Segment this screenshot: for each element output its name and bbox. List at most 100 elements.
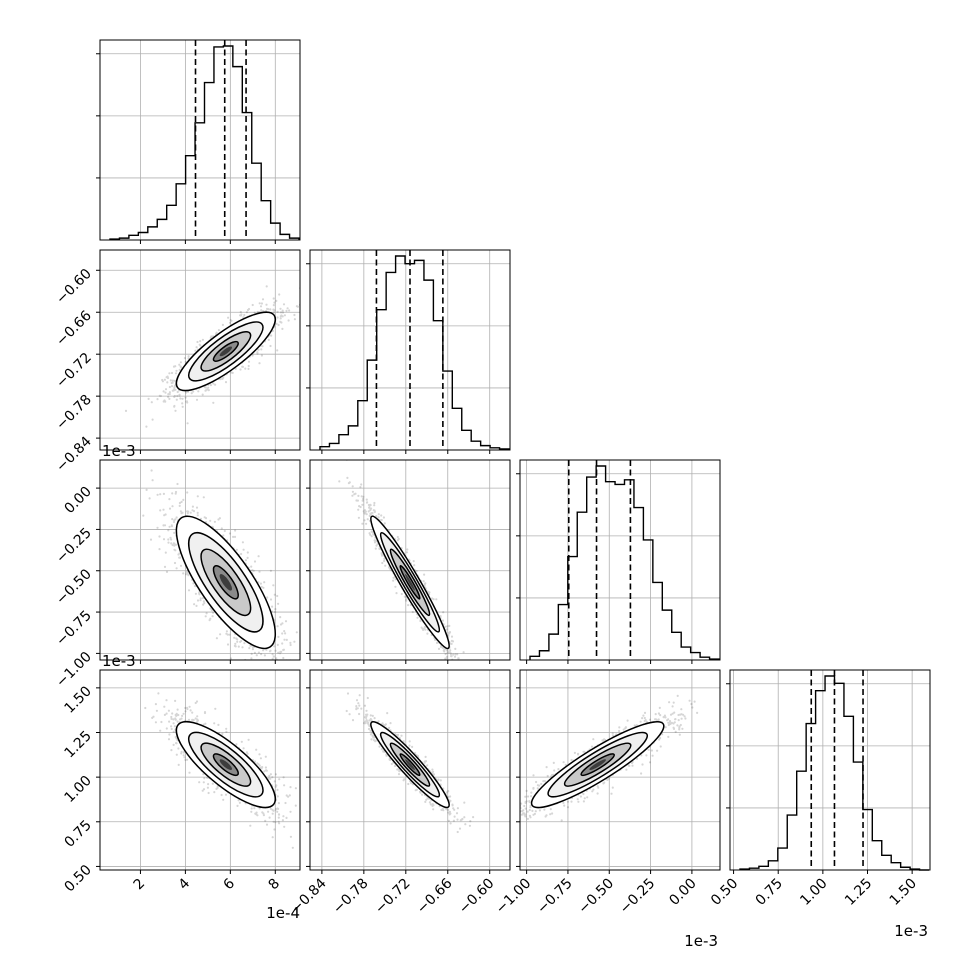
x-tick-label: 0.75 <box>753 876 786 909</box>
contour-line-3 <box>175 721 277 809</box>
contour-line-0 <box>399 565 421 600</box>
histogram-panel-1 <box>306 249 511 454</box>
contour-line-3 <box>370 721 450 809</box>
contour-line-3 <box>175 515 277 650</box>
panel-background <box>100 670 300 870</box>
x-tick-label: −0.25 <box>617 876 659 918</box>
panel-content <box>144 692 298 849</box>
y-tick-label: −0.75 <box>53 608 95 650</box>
panel-frame <box>99 249 301 451</box>
histogram-step <box>319 255 510 450</box>
y-tick-label: −0.50 <box>53 566 95 608</box>
y-tick-label: 1.00 <box>61 773 94 806</box>
scatter-panel-2-3 <box>516 669 721 874</box>
density-fill-4 <box>219 574 233 591</box>
x-tick-label: −0.66 <box>414 875 456 917</box>
panel-frame <box>519 669 721 871</box>
panel-background <box>100 40 300 240</box>
contour-line-3 <box>370 515 450 650</box>
panel-content <box>124 285 300 428</box>
x-tick-label: 0.00 <box>666 876 699 909</box>
panel-content <box>142 469 300 660</box>
contour-line-2 <box>188 731 264 798</box>
contour-line-2 <box>188 321 264 382</box>
y-tick-label: −0.72 <box>53 350 95 392</box>
contour-line-1 <box>389 548 431 617</box>
contour-line-2 <box>379 731 441 798</box>
axis-offset-label: 1e-3 <box>102 442 136 460</box>
density-fill-4 <box>219 346 233 357</box>
scatter-panel-0-1 <box>96 249 301 454</box>
x-tick-label: 4 <box>176 875 194 893</box>
scatter-panel-0-3 <box>96 669 301 874</box>
density-fill-4 <box>219 759 233 771</box>
contour-line-2 <box>188 531 264 633</box>
density-fill-4 <box>405 574 415 591</box>
scatter-panel-1-3 <box>306 669 511 874</box>
y-tick-label: 0.75 <box>61 817 94 850</box>
axis-offset-label: 1e-4 <box>266 904 300 922</box>
x-tick-label: −0.78 <box>330 876 372 918</box>
histogram-panel-0 <box>96 39 301 244</box>
x-tick-label: 1.00 <box>797 876 830 909</box>
scatter-panel-0-2 <box>96 459 301 664</box>
x-tick-label: 1.50 <box>887 876 920 909</box>
contour-line-2 <box>547 731 649 798</box>
panel-frame <box>99 459 301 661</box>
axis-offset-label: 1e-3 <box>894 922 928 940</box>
y-tick-label: 0.50 <box>61 862 94 895</box>
x-tick-label: −0.75 <box>534 876 576 918</box>
x-tick-label: −0.72 <box>372 876 414 918</box>
x-tick-label: 1.25 <box>842 876 875 909</box>
x-tick-label: 2 <box>131 876 149 894</box>
panel-background <box>520 460 720 660</box>
contour-line-3 <box>175 311 277 392</box>
panel-content <box>345 692 475 834</box>
panel-background <box>730 670 930 870</box>
contour-line-0 <box>580 753 615 777</box>
histogram-step <box>529 465 720 660</box>
density-fill-4 <box>405 759 415 771</box>
panel-content <box>520 694 699 822</box>
panel-content <box>338 460 465 660</box>
x-tick-label: −0.60 <box>456 876 498 918</box>
contour-line-1 <box>200 742 252 787</box>
scatter-panel-1-2 <box>306 459 511 664</box>
histogram-step <box>109 45 300 240</box>
y-tick-label: 0.00 <box>61 484 94 517</box>
axis-offset-label: 1e-3 <box>684 932 718 950</box>
axis-offset-label: 1e-3 <box>102 652 136 670</box>
y-tick-label: −0.84 <box>53 434 95 476</box>
panel-frame <box>309 459 511 661</box>
contour-line-1 <box>389 742 431 787</box>
panel-frame <box>99 669 301 871</box>
x-tick-label: 8 <box>265 876 283 894</box>
contour-line-0 <box>212 753 239 777</box>
y-tick-label: 1.25 <box>61 728 94 761</box>
contour-line-1 <box>563 742 632 787</box>
x-tick-label: 0.50 <box>708 876 741 909</box>
panel-frame <box>309 669 511 871</box>
y-tick-label: −1.00 <box>53 649 95 691</box>
y-tick-label: −0.60 <box>53 266 95 308</box>
y-tick-label: −0.25 <box>53 525 95 567</box>
contour-line-0 <box>212 565 239 600</box>
y-tick-label: −0.78 <box>53 392 95 434</box>
density-fill-4 <box>589 759 606 771</box>
x-tick-label: −1.00 <box>493 876 535 918</box>
panel-frame <box>519 459 721 661</box>
x-tick-label: 6 <box>221 875 239 893</box>
contour-line-3 <box>530 721 665 809</box>
x-tick-label: −0.50 <box>575 876 617 918</box>
contour-line-0 <box>399 753 421 777</box>
panel-background <box>310 460 510 660</box>
contour-line-2 <box>379 531 441 633</box>
panel-frame <box>309 249 511 451</box>
panel-frame <box>729 669 931 871</box>
histogram-panel-2 <box>516 459 721 664</box>
histogram-panel-3 <box>726 669 931 874</box>
panel-frame <box>99 39 301 241</box>
contour-line-1 <box>200 331 252 372</box>
y-tick-label: −0.66 <box>53 308 95 350</box>
